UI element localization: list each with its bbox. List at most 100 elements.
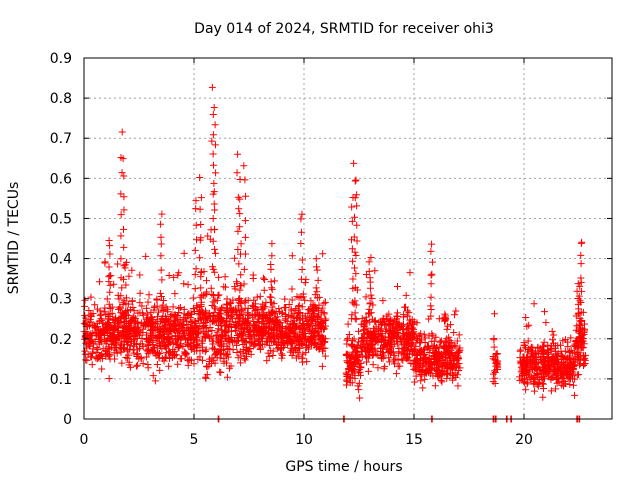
data-point bbox=[575, 328, 583, 336]
data-point bbox=[102, 340, 110, 348]
spike-point bbox=[428, 240, 436, 248]
data-point bbox=[115, 295, 123, 303]
spike-point bbox=[427, 271, 435, 279]
data-point bbox=[450, 342, 458, 350]
data-point bbox=[184, 340, 192, 348]
plot-frame bbox=[83, 57, 613, 420]
data-point bbox=[285, 300, 293, 308]
data-point bbox=[247, 339, 255, 347]
data-point bbox=[114, 260, 122, 268]
data-point bbox=[552, 385, 560, 393]
data-point bbox=[186, 314, 194, 322]
data-point bbox=[155, 329, 163, 337]
data-point bbox=[298, 354, 306, 362]
spike-point bbox=[197, 220, 205, 228]
data-point bbox=[371, 317, 379, 325]
spike-point bbox=[197, 314, 205, 322]
data-point bbox=[385, 310, 393, 318]
data-point bbox=[93, 355, 101, 363]
data-point bbox=[378, 350, 386, 358]
spike-point bbox=[210, 161, 218, 169]
data-point bbox=[404, 346, 412, 354]
data-point bbox=[356, 394, 364, 402]
spike-point bbox=[192, 318, 200, 326]
data-point bbox=[343, 372, 351, 380]
data-point bbox=[198, 343, 206, 351]
data-point bbox=[199, 356, 207, 364]
data-point bbox=[180, 280, 188, 288]
data-point bbox=[578, 339, 586, 347]
spike-point bbox=[209, 291, 217, 299]
spike-point bbox=[209, 150, 217, 158]
spike-point bbox=[209, 214, 217, 222]
data-point bbox=[242, 345, 250, 353]
data-point bbox=[360, 321, 368, 329]
data-point bbox=[547, 376, 555, 384]
data-point bbox=[490, 343, 498, 351]
spike-point bbox=[211, 245, 219, 253]
data-point bbox=[145, 291, 153, 299]
spike-point bbox=[313, 263, 321, 271]
spike-point bbox=[105, 263, 113, 271]
spike-point bbox=[297, 275, 305, 283]
data-point bbox=[424, 344, 432, 352]
data-point bbox=[450, 360, 458, 368]
data-point bbox=[455, 331, 463, 339]
data-point bbox=[355, 360, 363, 368]
data-point bbox=[516, 354, 524, 362]
data-point bbox=[171, 348, 179, 356]
data-point bbox=[562, 368, 570, 376]
spike-point bbox=[314, 276, 322, 284]
data-point bbox=[372, 334, 380, 342]
data-point bbox=[242, 297, 250, 305]
data-point bbox=[411, 378, 419, 386]
data-point bbox=[419, 346, 427, 354]
spike-point bbox=[267, 293, 275, 301]
data-point bbox=[117, 340, 125, 348]
data-point bbox=[392, 370, 400, 378]
data-point bbox=[239, 340, 247, 348]
data-point bbox=[152, 352, 160, 360]
data-point bbox=[374, 351, 382, 359]
spike-point bbox=[192, 221, 200, 229]
data-point bbox=[222, 328, 230, 336]
data-point bbox=[299, 334, 307, 342]
data-point bbox=[401, 340, 409, 348]
data-point bbox=[201, 333, 209, 341]
spike-point bbox=[117, 255, 125, 263]
data-point bbox=[153, 348, 161, 356]
spike-point bbox=[209, 110, 217, 118]
spike-point bbox=[241, 298, 249, 306]
data-point bbox=[94, 346, 102, 354]
data-point bbox=[530, 300, 538, 308]
data-point bbox=[223, 311, 231, 319]
data-point bbox=[442, 361, 450, 369]
spike-point bbox=[429, 258, 437, 266]
data-point bbox=[118, 359, 126, 367]
data-point bbox=[428, 366, 436, 374]
spike-point bbox=[211, 121, 219, 129]
data-point bbox=[194, 342, 202, 350]
data-point bbox=[243, 318, 251, 326]
data-point bbox=[533, 381, 541, 389]
data-point bbox=[565, 355, 573, 363]
spike-point bbox=[427, 302, 435, 310]
data-point bbox=[538, 379, 546, 387]
data-point bbox=[393, 309, 401, 317]
spike-point bbox=[237, 300, 245, 308]
data-point bbox=[258, 313, 266, 321]
data-point bbox=[524, 353, 532, 361]
data-point bbox=[402, 291, 410, 299]
data-point bbox=[170, 273, 178, 281]
data-point bbox=[360, 331, 368, 339]
data-point bbox=[246, 338, 254, 346]
data-point bbox=[117, 348, 125, 356]
data-point bbox=[214, 348, 222, 356]
spike-point bbox=[441, 310, 449, 318]
data-point bbox=[183, 339, 191, 347]
data-point bbox=[250, 331, 258, 339]
data-point bbox=[196, 311, 204, 319]
data-point bbox=[268, 303, 276, 311]
data-point bbox=[343, 357, 351, 365]
data-point bbox=[344, 335, 352, 343]
